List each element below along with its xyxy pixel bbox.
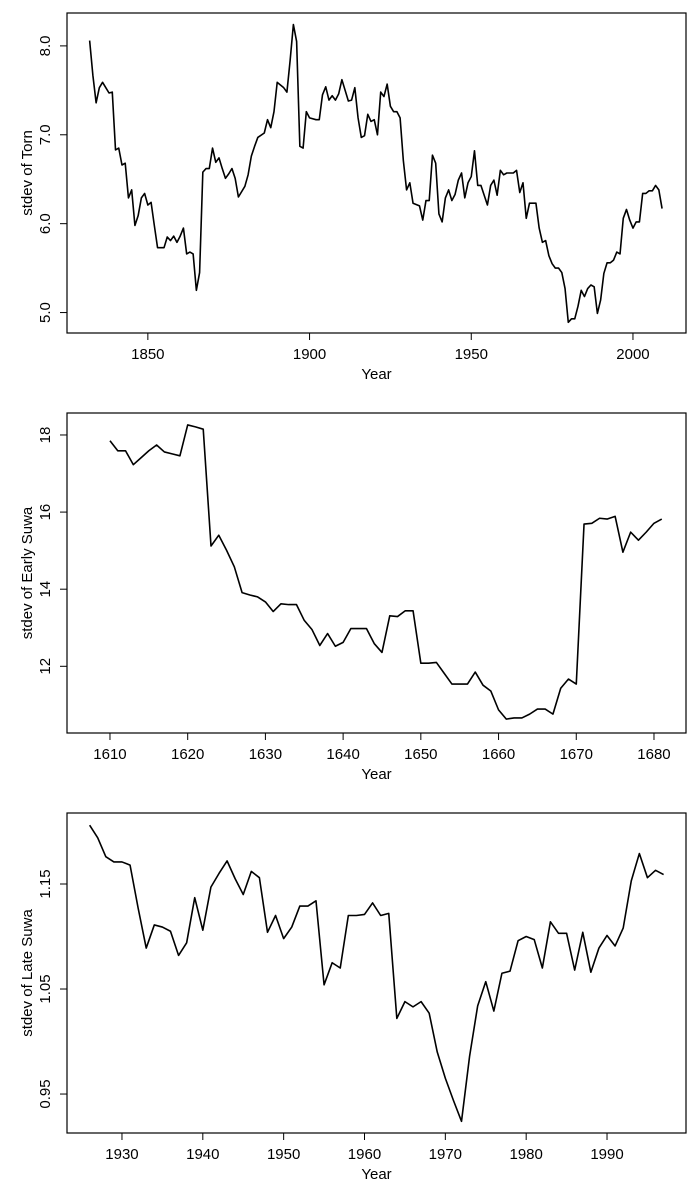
x-tick-label: 1930 [105,1146,138,1163]
x-tick-label: 1650 [404,746,437,763]
x-tick-label: 2000 [616,346,649,363]
x-tick-label: 1950 [267,1146,300,1163]
y-axis-title: stdev of Late Suwa [19,909,36,1037]
y-tick-label: 16 [37,504,54,521]
data-line [88,824,664,1123]
x-tick-label: 1950 [455,346,488,363]
data-line [88,23,663,324]
y-tick-label: 1.05 [37,974,54,1003]
x-tick-label: 1610 [93,746,126,763]
x-tick-label: 1960 [348,1146,381,1163]
y-tick-label: 1.15 [37,869,54,898]
y-tick-label: 5.0 [37,302,54,323]
y-tick-label: 12 [37,658,54,675]
x-axis-title: Year [361,366,391,383]
x-tick-label: 1670 [560,746,593,763]
x-axis-title: Year [361,766,391,783]
x-tick-label: 1900 [293,346,326,363]
y-tick-label: 7.0 [37,124,54,145]
plot-frame [66,812,687,1134]
y-tick-label: 8.0 [37,35,54,56]
data-line [109,424,663,720]
x-tick-label: 1990 [590,1146,623,1163]
y-tick-label: 6.0 [37,213,54,234]
y-tick-label: 14 [37,581,54,598]
x-tick-label: 1940 [186,1146,219,1163]
x-tick-label: 1640 [326,746,359,763]
y-axis-title: stdev of Torn [19,130,36,216]
x-tick-label: 1980 [509,1146,542,1163]
x-tick-label: 1620 [171,746,204,763]
x-tick-label: 1660 [482,746,515,763]
plot-frame [66,12,687,334]
x-axis-title: Year [361,1166,391,1183]
y-axis-title: stdev of Early Suwa [19,506,36,639]
plot-frame [66,412,687,734]
x-tick-label: 1850 [131,346,164,363]
x-tick-label: 1680 [637,746,670,763]
y-tick-label: 0.95 [37,1079,54,1108]
y-tick-label: 18 [37,427,54,444]
x-tick-label: 1970 [429,1146,462,1163]
x-tick-label: 1630 [249,746,282,763]
